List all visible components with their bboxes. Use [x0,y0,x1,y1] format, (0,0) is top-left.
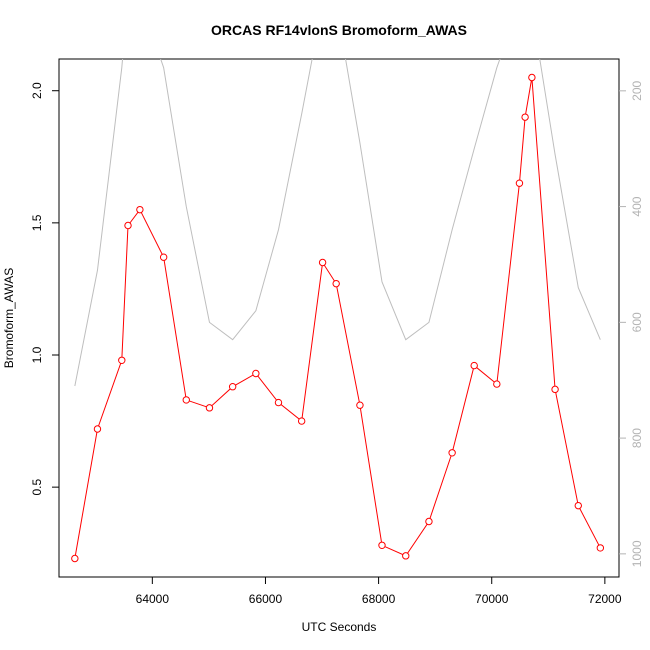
data-point [205,404,214,412]
data-point [71,554,79,563]
data-point [402,552,410,560]
y2-tick-label: 400 [630,196,644,216]
y2-tick-label: 200 [630,81,644,101]
data-point [159,253,168,261]
data-point [124,221,132,230]
data-point [425,517,433,526]
data-point [521,113,529,121]
data-point [93,425,102,433]
secondary-series-line [74,59,601,387]
y-tick-label: 2.0 [30,82,44,99]
x-tick-label: 72000 [588,592,622,606]
plot-frame [58,58,620,578]
data-point [118,356,126,364]
data-point [252,369,260,378]
x-tick-label: 64000 [136,592,170,606]
axes: 64000 66000 68000 70000 72000 0.5 1.0 1.5 2.0 200… [30,81,644,606]
data-point [528,73,536,82]
data-point [332,279,340,288]
x-tick-label: 70000 [475,592,509,606]
x-tick-label: 68000 [362,592,396,606]
data-point [274,398,283,407]
x-tick-label: 66000 [249,592,283,606]
y-tick-label: 1.5 [30,214,44,231]
y-tick-label: 0.5 [30,478,44,495]
series-layer [71,59,605,563]
y2-tick-label: 600 [630,312,644,332]
data-point [574,501,582,510]
data-point [448,449,456,457]
x-axis-label: UTC Seconds [302,620,377,634]
data-point [596,544,605,552]
data-point [470,361,478,370]
y-axis-label: Bromoform_AWAS [2,268,16,368]
data-point [297,417,306,425]
y2-tick-label: 800 [630,428,644,448]
data-point [356,401,364,409]
primary-series-line [74,77,601,559]
data-point [318,258,327,267]
data-point [551,385,559,394]
data-point [515,179,524,187]
data-point [378,541,386,549]
data-point [228,383,237,391]
y2-tick-label: 1000 [630,540,644,567]
data-point [136,205,144,214]
data-point [493,380,501,388]
chart-title: ORCAS RF14vlonS Bromoform_AWAS [211,22,467,38]
data-point [182,396,190,404]
y-tick-label: 1.0 [30,346,44,363]
